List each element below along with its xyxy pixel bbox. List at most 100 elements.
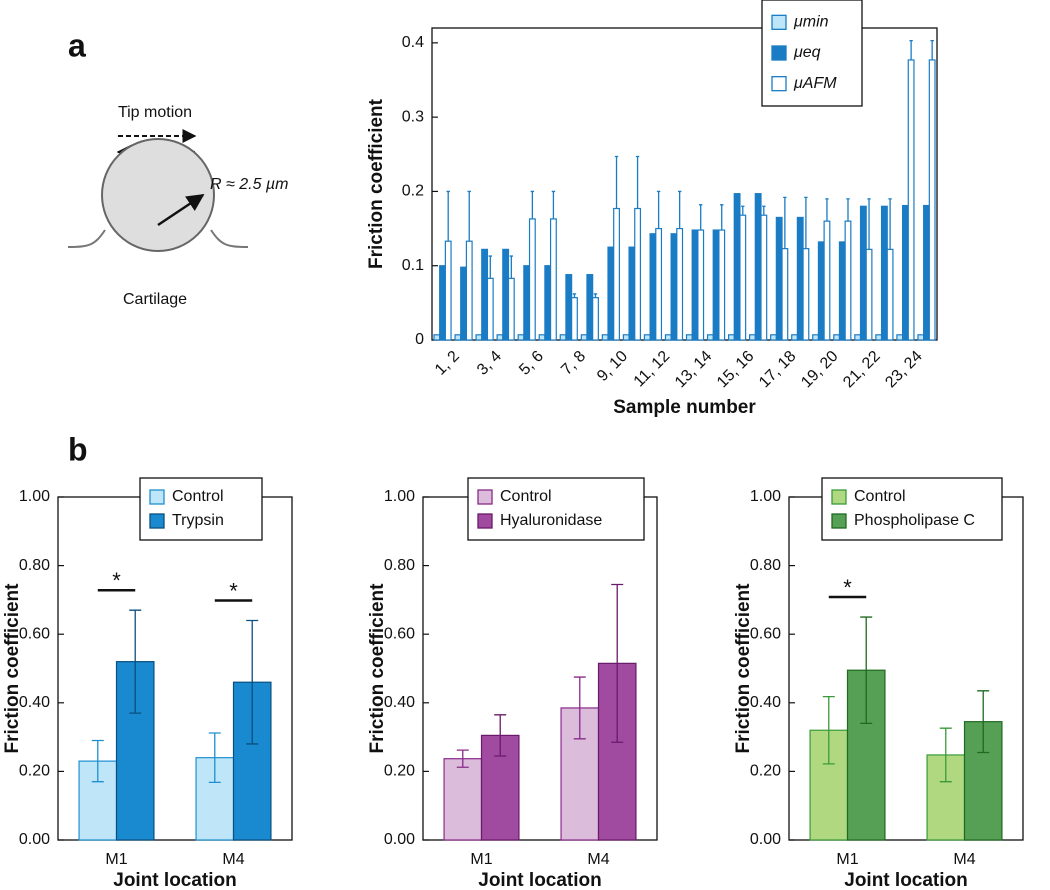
bar xyxy=(523,265,531,341)
bar xyxy=(528,218,536,341)
bar xyxy=(601,334,609,341)
surface-label: Cartilage xyxy=(123,291,187,308)
bar xyxy=(697,229,705,341)
error-bar xyxy=(456,749,469,768)
bar xyxy=(749,334,756,341)
y-tick-label: 1.00 xyxy=(384,488,415,505)
bar xyxy=(685,334,693,341)
y-tick-label: 0.4 xyxy=(402,34,424,51)
panel-label: a xyxy=(68,27,86,63)
bar xyxy=(670,233,678,341)
y-tick-label: 0.60 xyxy=(750,625,781,642)
y-tick-label: 0.80 xyxy=(384,557,415,574)
y-tick-label: 0.40 xyxy=(19,694,50,711)
legend xyxy=(821,477,1003,541)
bar xyxy=(812,334,820,341)
bar xyxy=(486,277,494,341)
legend xyxy=(139,477,263,541)
bar xyxy=(712,229,720,341)
bar xyxy=(580,334,588,341)
bar xyxy=(896,334,904,341)
error-bar xyxy=(822,695,835,765)
x-tick-label: M4 xyxy=(953,851,975,868)
tip xyxy=(101,138,215,252)
y-tick-label: 0.00 xyxy=(750,831,781,848)
x-axis-label: Joint location xyxy=(478,870,602,890)
x-tick-label: 17, 18 xyxy=(756,348,800,392)
x-tick-label: 5, 6 xyxy=(516,348,547,379)
y-tick-label: 0.60 xyxy=(19,625,50,642)
bar xyxy=(664,334,672,341)
x-axis-label: Sample number xyxy=(613,397,756,418)
bar xyxy=(507,277,515,341)
x-tick-label: 13, 14 xyxy=(672,348,716,392)
error-bar xyxy=(977,690,990,754)
bar xyxy=(586,274,594,341)
y-tick-label: 1.00 xyxy=(19,488,50,505)
error-bar xyxy=(860,616,873,725)
error-bar xyxy=(129,609,142,714)
radius-arrow xyxy=(157,193,205,227)
bar xyxy=(433,334,441,341)
legend-swatch xyxy=(831,513,847,529)
bar xyxy=(592,297,599,341)
bar xyxy=(454,334,462,341)
y-tick-label: 0.3 xyxy=(402,108,424,125)
y-tick-label: 0.20 xyxy=(384,763,415,780)
error-bar xyxy=(573,676,586,740)
bar xyxy=(571,297,578,341)
bar xyxy=(465,240,473,341)
bar xyxy=(718,229,726,341)
x-tick-label: 3, 4 xyxy=(474,348,505,379)
x-axis-label: Joint location xyxy=(844,870,968,890)
y-tick-label: 0.00 xyxy=(384,831,415,848)
error-bar xyxy=(246,619,259,745)
bar xyxy=(917,334,925,341)
bar xyxy=(754,193,762,341)
bar xyxy=(733,193,741,341)
y-tick-label: 0.60 xyxy=(384,625,415,642)
y-tick-label: 0.2 xyxy=(402,183,424,200)
bar xyxy=(676,227,684,341)
bar xyxy=(502,248,510,341)
x-tick-label: M4 xyxy=(222,851,244,868)
legend-swatch xyxy=(771,76,787,92)
legend-swatch xyxy=(477,489,493,505)
error-bar xyxy=(91,739,104,783)
y-tick-label: 0.80 xyxy=(19,557,50,574)
panel-label: b xyxy=(68,431,88,467)
significance-mark: * xyxy=(229,578,238,603)
legend-label: μAFM xyxy=(793,75,837,92)
x-tick-label: 9, 10 xyxy=(594,348,631,385)
bar xyxy=(817,241,825,341)
legend-label: μeq xyxy=(793,44,821,61)
legend-label: Hyaluronidase xyxy=(500,512,602,529)
y-tick-label: 0.80 xyxy=(750,557,781,574)
bar xyxy=(796,216,804,341)
bar xyxy=(846,669,886,841)
x-tick-label: 1, 2 xyxy=(432,348,463,379)
bar xyxy=(439,265,446,341)
bar xyxy=(907,59,915,341)
y-axis-label: Friction coefficient xyxy=(367,583,388,754)
bar xyxy=(875,334,883,341)
tip-label: Tip motion xyxy=(118,104,192,121)
bar xyxy=(739,214,747,341)
x-tick-label: 11, 12 xyxy=(631,348,674,391)
bar xyxy=(643,334,651,341)
y-axis-label: Friction coefficient xyxy=(366,98,387,269)
bar xyxy=(613,207,620,341)
bar xyxy=(865,248,873,341)
y-tick-label: 0.20 xyxy=(750,763,781,780)
legend-label: Control xyxy=(172,488,224,505)
bar xyxy=(475,334,483,341)
surface xyxy=(67,229,249,248)
error-bar xyxy=(494,714,507,757)
bar xyxy=(517,334,525,341)
bar xyxy=(444,240,452,341)
x-tick-label: 21, 22 xyxy=(840,348,884,392)
bar xyxy=(886,248,894,341)
x-tick-label: 23, 24 xyxy=(882,348,926,392)
y-tick-label: 0.00 xyxy=(19,831,50,848)
